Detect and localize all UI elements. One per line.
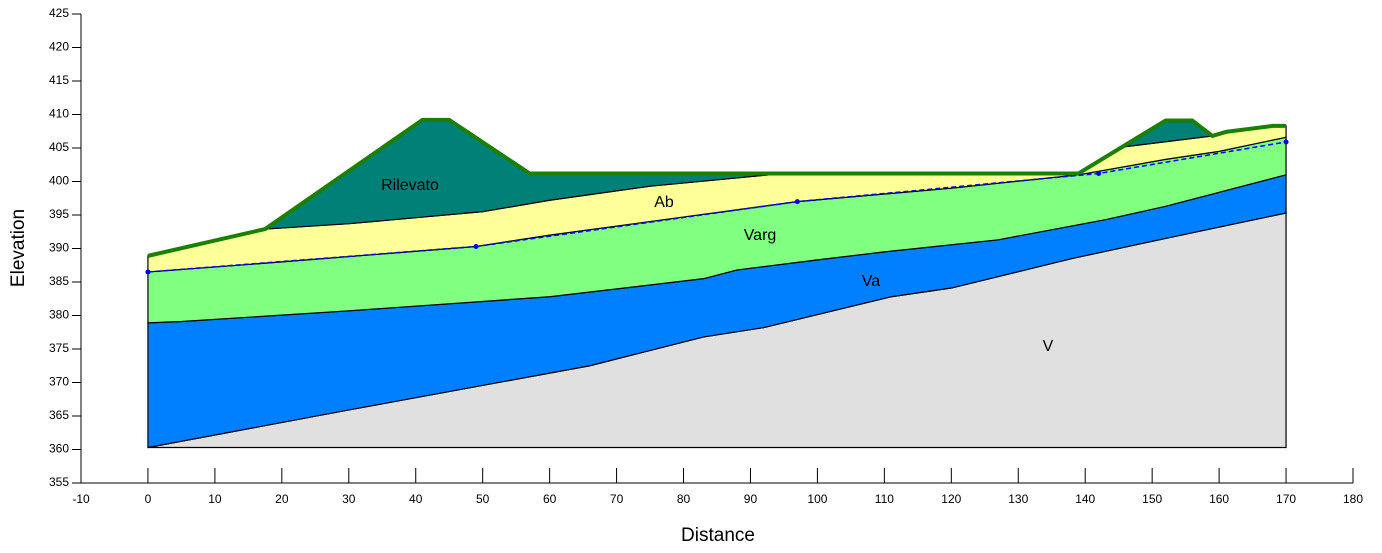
y-tick-label: 370 — [49, 375, 69, 389]
x-tick-label: 160 — [1209, 492, 1229, 506]
y-tick-label: 380 — [49, 308, 69, 322]
y-tick-label: 395 — [49, 207, 69, 221]
x-tick-label: 150 — [1142, 492, 1162, 506]
y-tick-label: 355 — [49, 475, 69, 489]
y-axis-label: Elevation — [8, 209, 29, 287]
piezometric-point — [1284, 139, 1289, 144]
y-tick-label: 405 — [49, 140, 69, 154]
x-tick-label: 0 — [145, 492, 152, 506]
x-tick-label: 70 — [610, 492, 624, 506]
layer-label: Va — [862, 273, 880, 290]
x-tick-label: 80 — [677, 492, 691, 506]
x-tick-label: 30 — [342, 492, 356, 506]
y-tick-label: 375 — [49, 341, 69, 355]
y-tick-label: 360 — [49, 442, 69, 456]
piezometric-point — [795, 199, 800, 204]
x-axis-label: Distance — [681, 525, 755, 546]
piezometric-point — [473, 244, 478, 249]
x-tick-label: 10 — [208, 492, 222, 506]
layer-label: Varg — [744, 227, 777, 244]
chart: Distance Elevation V Va Varg Ab Rilevato 355 3… — [0, 0, 1382, 548]
x-tick-label: 50 — [476, 492, 490, 506]
x-tick-label: -10 — [72, 492, 90, 506]
x-tick-label: 180 — [1343, 492, 1363, 506]
layer-label: Ab — [654, 194, 674, 211]
y-tick-label: 365 — [49, 408, 69, 422]
x-tick-label: 100 — [807, 492, 827, 506]
x-tick-label: 20 — [275, 492, 289, 506]
layer-label: Rilevato — [381, 177, 439, 194]
y-tick-label: 400 — [49, 174, 69, 188]
x-tick-label: 140 — [1075, 492, 1095, 506]
x-tick-label: 60 — [543, 492, 557, 506]
x-tick-label: 170 — [1276, 492, 1296, 506]
y-tick-label: 390 — [49, 241, 69, 255]
y-tick-label: 415 — [49, 73, 69, 87]
y-tick-label: 385 — [49, 274, 69, 288]
y-tick-label: 425 — [49, 6, 69, 20]
x-tick-label: 130 — [1008, 492, 1028, 506]
piezometric-point — [1096, 171, 1101, 176]
x-tick-label: 110 — [875, 492, 894, 506]
x-tick-label: 120 — [941, 492, 961, 506]
y-tick-label: 410 — [49, 107, 69, 121]
y-tick-label: 420 — [49, 40, 69, 54]
piezometric-point — [145, 269, 150, 274]
layer-label: V — [1043, 338, 1054, 355]
x-tick-label: 90 — [744, 492, 758, 506]
x-tick-label: 40 — [409, 492, 423, 506]
